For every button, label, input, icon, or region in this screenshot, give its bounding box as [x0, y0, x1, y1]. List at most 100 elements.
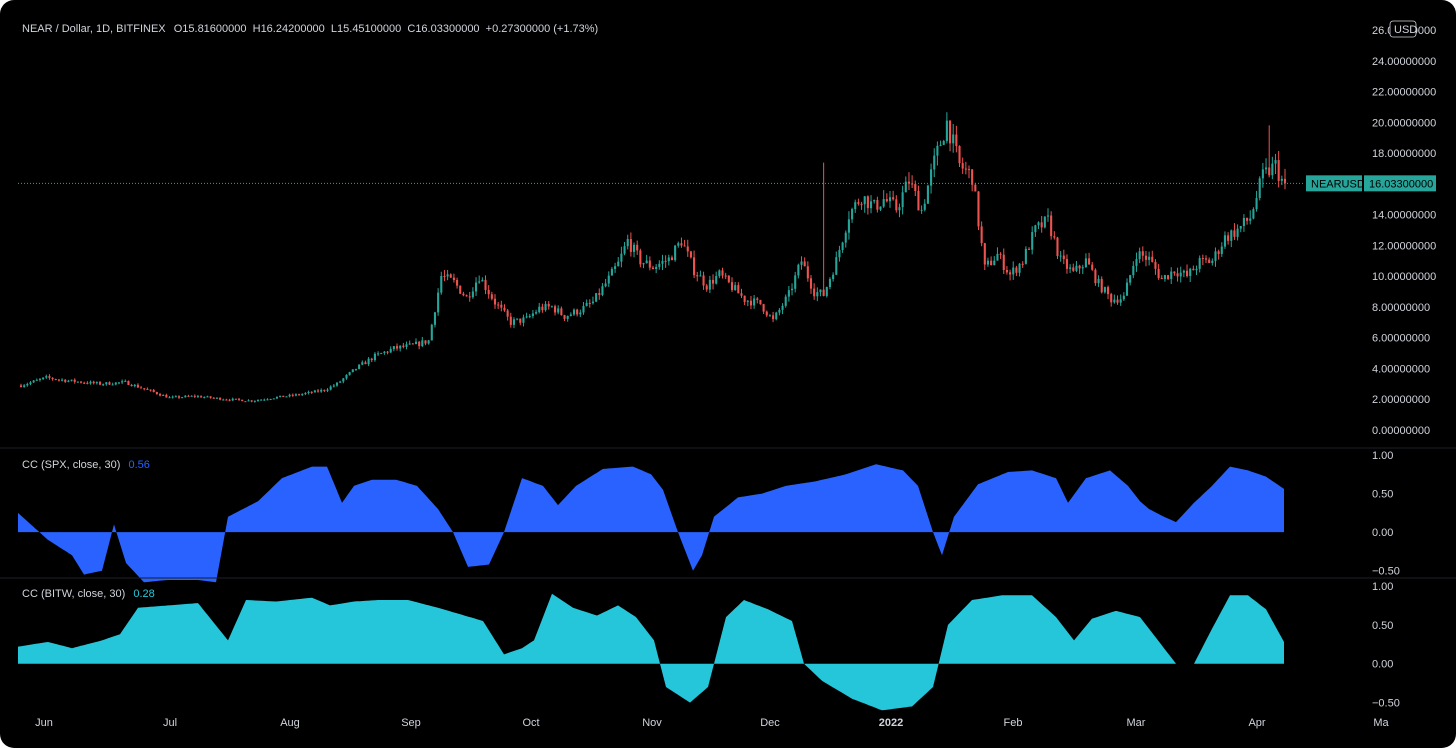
candle-body [847, 219, 850, 233]
candle-body [1005, 270, 1008, 273]
candle-body [990, 260, 993, 266]
candle-body [869, 201, 873, 209]
candle-body [838, 249, 841, 258]
candle-body [857, 202, 860, 204]
candle-body [557, 308, 560, 313]
candle-body [778, 309, 781, 313]
candle-body [790, 288, 794, 291]
candle-body [105, 382, 108, 385]
candle-body [844, 232, 847, 243]
candle-body [253, 400, 256, 402]
price-tick-label: 24.00000000 [1372, 56, 1436, 68]
candle-body [130, 385, 133, 387]
candle-body [522, 317, 525, 323]
candle-body [19, 385, 23, 387]
candle-body [225, 399, 228, 401]
spx-correlation-pane [18, 464, 1284, 583]
candle-body [339, 381, 342, 383]
candle-body [705, 285, 708, 290]
indicator-tick-label: 0.50 [1372, 620, 1393, 632]
candle-body [674, 245, 677, 261]
candle-body [610, 268, 613, 276]
candle-body [1084, 258, 1087, 268]
candle-body [749, 300, 753, 306]
candle-body [1189, 268, 1192, 277]
candle-body [620, 253, 623, 262]
candle-body [648, 260, 651, 268]
candle-body [689, 251, 692, 258]
candle-body [835, 257, 838, 275]
candle-body [146, 388, 149, 390]
candle-body [1227, 235, 1230, 241]
candle-body [1135, 259, 1138, 266]
candle-body [196, 396, 200, 398]
candle-body [215, 397, 218, 399]
candle-body [1106, 287, 1110, 295]
candle-body [358, 364, 361, 369]
candle-body [642, 263, 645, 265]
candle-body [313, 390, 316, 393]
candle-body [967, 169, 971, 171]
candle-body [904, 181, 907, 193]
candle-body [993, 260, 996, 266]
candle-body [250, 400, 253, 402]
candle-body [490, 294, 493, 299]
candle-body [639, 250, 642, 265]
price-tick-label: 22.00000000 [1372, 87, 1436, 99]
candle-body [320, 389, 323, 392]
candle-body [1280, 178, 1283, 181]
candle-body [1160, 277, 1163, 279]
candle-body [193, 395, 196, 397]
candle-body [535, 312, 538, 314]
candle-body [149, 389, 152, 391]
candle-body [89, 381, 92, 384]
candle-body [1034, 225, 1037, 233]
candle-body [1037, 222, 1040, 226]
candle-body [525, 316, 528, 318]
candle-body [61, 379, 64, 381]
candle-body [1195, 268, 1198, 271]
candle-body [588, 302, 591, 304]
candle-body [1097, 278, 1100, 284]
candle-body [1211, 260, 1214, 263]
candle-body [727, 275, 730, 283]
candle-body [629, 239, 632, 252]
candle-body [452, 277, 455, 280]
candle-body [446, 274, 449, 277]
candle-body [500, 304, 503, 308]
candle-body [948, 120, 952, 144]
candle-body [986, 260, 990, 265]
candle-body [70, 379, 73, 381]
candle-body [54, 379, 57, 381]
candle-body [917, 190, 920, 211]
candle-body [177, 396, 181, 398]
time-tick-label: Feb [1004, 717, 1023, 729]
candle-body [1062, 255, 1065, 260]
candle-body [127, 380, 130, 386]
candle-body [51, 377, 54, 380]
price-candles [18, 112, 1305, 403]
candle-body [531, 313, 534, 317]
candle-body [67, 380, 70, 382]
time-tick-label: Jul [163, 717, 177, 729]
candle-body [29, 382, 32, 385]
candle-body [493, 298, 497, 305]
candle-body [427, 340, 430, 344]
bitw-area [18, 593, 1284, 711]
candle-body [316, 390, 320, 392]
main-legend: NEAR / Dollar, 1D, BITFINEX O15.81600000… [22, 23, 598, 35]
candle-body [699, 275, 702, 277]
candle-body [743, 295, 746, 302]
candle-body [734, 285, 737, 291]
price-tick-label: 0.00000000 [1372, 425, 1430, 437]
candle-body [1192, 268, 1195, 271]
candle-body [471, 291, 474, 298]
candle-body [377, 353, 380, 355]
candle-body [241, 399, 244, 402]
candle-body [1167, 275, 1170, 279]
candle-body [92, 381, 95, 384]
candle-body [803, 261, 806, 267]
candle-body [1271, 163, 1274, 176]
candle-body [1144, 255, 1148, 260]
